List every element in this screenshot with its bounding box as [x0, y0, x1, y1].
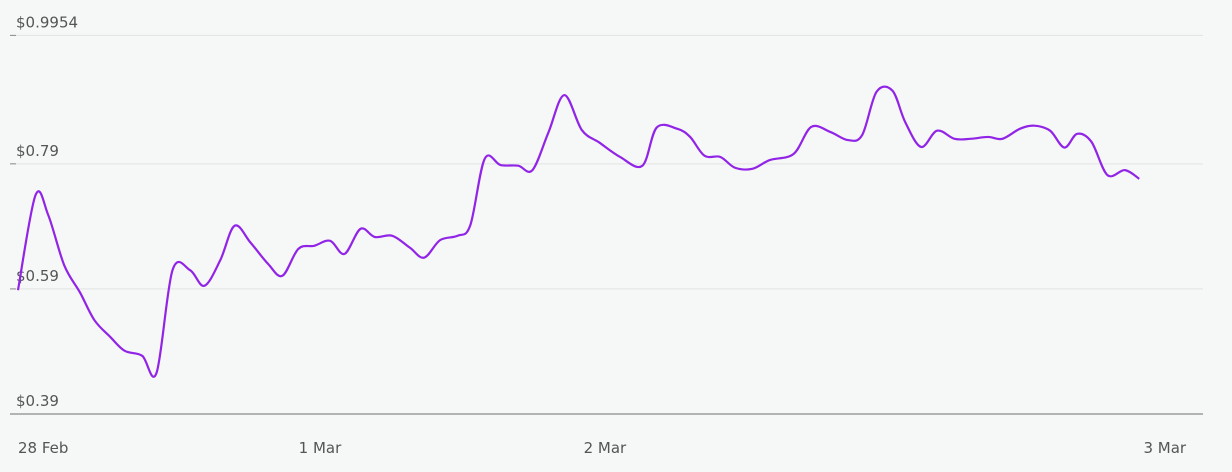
y-tick-label: $0.59	[16, 267, 59, 285]
y-tick-label: $0.9954	[16, 13, 78, 31]
price-line	[16, 85, 1140, 378]
x-tick-label: 28 Feb	[18, 439, 68, 457]
y-tick-label: $0.39	[16, 392, 59, 410]
x-tick-label: 1 Mar	[299, 439, 342, 457]
y-tick-label: $0.79	[16, 142, 59, 160]
x-tick-label: 3 Mar	[1143, 439, 1186, 457]
x-tick-label: 2 Mar	[584, 439, 627, 457]
